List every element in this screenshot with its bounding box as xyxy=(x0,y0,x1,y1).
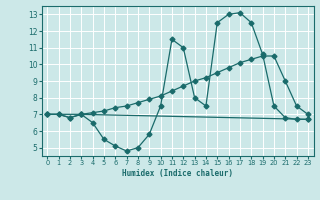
X-axis label: Humidex (Indice chaleur): Humidex (Indice chaleur) xyxy=(122,169,233,178)
